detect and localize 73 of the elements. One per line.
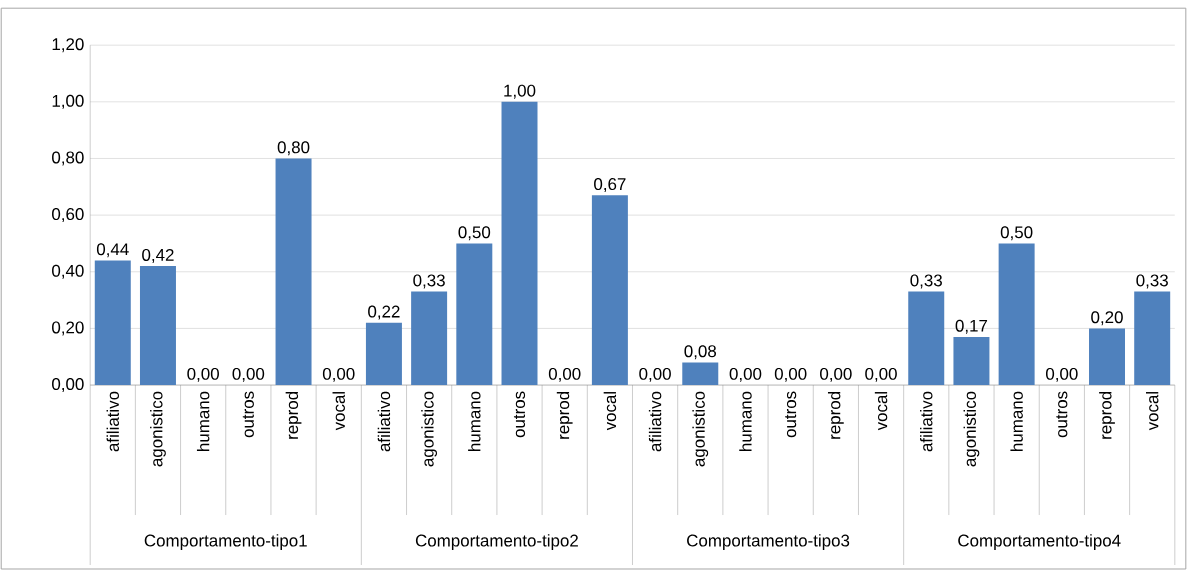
x-tick-label: afiliativo [106,391,119,452]
y-tick-label: 0,40 [52,264,84,279]
bar [953,336,990,385]
bar [1089,328,1126,385]
x-tick-label: afiliativo [648,391,662,452]
x-tick-label: agonistico [150,391,166,467]
bar [501,101,538,385]
data-label: 0,80 [277,141,310,156]
data-label: 0,00 [548,367,581,382]
data-label: 1,00 [504,84,536,99]
data-label: 0,22 [368,305,400,320]
data-label: 0,00 [322,367,355,382]
y-tick-label: 0,00 [52,377,84,392]
x-tick-label: humano [1010,391,1023,451]
data-label: 0,33 [413,274,445,289]
data-label: 0,00 [729,367,762,382]
y-tick-label: 0,80 [52,151,84,166]
data-label: 0,08 [684,345,717,360]
bar [998,243,1035,385]
data-label: 0,17 [955,319,988,334]
x-tick-label: reprod [1099,391,1115,439]
x-tick-label: agonistico [963,391,980,467]
data-label: 0,00 [1046,367,1078,382]
data-label: 0,00 [865,367,897,382]
x-tick-label: agonistico [692,391,709,467]
x-tick-label: agonistico [421,391,438,467]
data-label: 0,42 [142,248,174,263]
bar [94,260,131,385]
y-tick-label: 1,00 [52,94,84,109]
data-label: 0,00 [639,367,671,382]
bar [275,158,312,385]
y-tick-label: 1,20 [52,38,84,53]
bar [908,291,945,385]
x-tick-label: humano [468,391,481,451]
x-tick-label: outros [785,391,797,438]
bar [411,291,448,385]
x-tick-label: vocal [332,391,345,431]
data-label: 0,50 [1000,226,1033,241]
bar [1134,291,1171,385]
text: Comportamento-tipo1 [144,534,307,550]
data-label: 0,20 [1091,311,1123,326]
x-tick-label: outros [513,391,526,438]
text: Comportamento-tipo3 [687,534,850,550]
x-tick-label: reprod [827,391,844,439]
data-label: 0,33 [1136,274,1168,289]
x-tick-label: humano [739,391,752,451]
data-label: 0,00 [820,367,852,382]
y-tick-label: 0,60 [52,208,84,223]
data-label: 0,67 [594,178,626,192]
x-tick-label: afiliativo [920,391,933,452]
bar [365,322,402,385]
text: Comportamento-tipo4 [958,534,1121,550]
bar [591,195,628,385]
x-tick-label: reprod [556,391,573,439]
x-tick-label: outros [1056,391,1068,438]
bar [682,362,719,385]
data-label: 0,33 [910,274,942,289]
x-tick-label: vocal [1146,391,1159,431]
data-label: 0,50 [458,226,491,241]
y-tick-label: 0,20 [52,321,84,336]
bar [139,266,176,385]
text: Comportamento-tipo2 [415,534,578,550]
bar [456,243,493,385]
x-tick-label: humano [196,391,210,451]
x-tick-label: afiliativo [377,391,391,452]
x-tick-label: vocal [603,391,617,431]
x-tick-label: outros [242,391,254,438]
x-tick-label: reprod [285,391,302,439]
data-label: 0,00 [187,367,219,382]
x-tick-label: vocal [874,391,888,431]
data-label: 0,44 [96,243,129,258]
data-label: 0,00 [774,367,807,382]
data-label: 0,00 [232,367,265,382]
